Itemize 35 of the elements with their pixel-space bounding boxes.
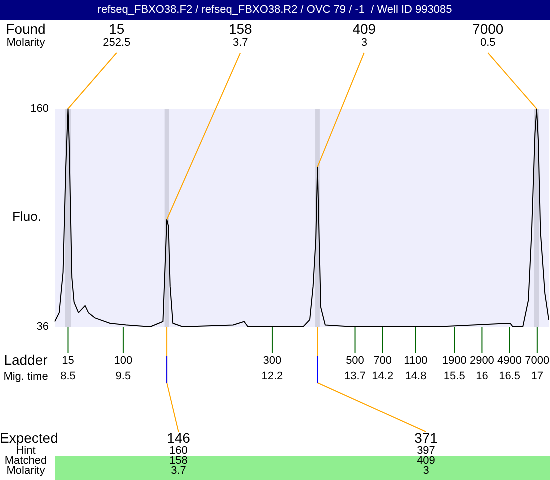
text: Expected Hint Matched Molarity [0, 430, 58, 477]
x-tick-label: 14.8 [405, 370, 427, 382]
annotation: 300 [262, 355, 283, 367]
annotation: 7000 [525, 355, 550, 367]
x-tick-label: 13.7 [344, 370, 366, 382]
y-tick-label: 160 [30, 103, 49, 115]
x-tick-label: 8.5 [60, 370, 76, 382]
x-tick-label: 14.2 [372, 370, 394, 382]
annotation: 409 3 [352, 21, 378, 50]
annotation: 158 3.7 [228, 21, 254, 50]
text: Ladder [3, 352, 49, 368]
annotation: 100 [113, 355, 134, 367]
annotation: 700 [374, 355, 392, 367]
x-tick-label: 9.5 [116, 370, 132, 382]
x-axis-title: Mig. time [2, 371, 50, 383]
annotation: 15 [62, 355, 74, 367]
y-axis-title: Fluo. [12, 209, 42, 225]
x-tick-label: 17 [531, 370, 544, 382]
annotation: 1900 [442, 355, 467, 367]
text: Found Molarity [5, 21, 47, 50]
annotation: 500 [346, 355, 364, 367]
x-tick-label: 16 [476, 370, 488, 382]
annotation: 1100 [404, 355, 428, 367]
annotation: 371 397 409 3 [414, 430, 439, 477]
annotation: 15 252.5 [102, 21, 132, 50]
y-tick-label: 36 [36, 321, 49, 333]
annotation: 7000 0.5 [472, 21, 505, 50]
chart-title: refseq_FBXO38.F2 / refseq_FBXO38.R2 / OVC 79 / -1 / Well ID 993085 [0, 0, 550, 20]
x-tick-label: 12.2 [262, 370, 284, 382]
annotation: 2900 [470, 355, 494, 367]
x-tick-label: 15.5 [444, 370, 466, 382]
x-tick-label: 16.5 [499, 370, 521, 382]
annotation: 146 160 158 3.7 [166, 430, 192, 477]
line-series [54, 108, 550, 328]
annotation: 4900 [498, 355, 522, 367]
